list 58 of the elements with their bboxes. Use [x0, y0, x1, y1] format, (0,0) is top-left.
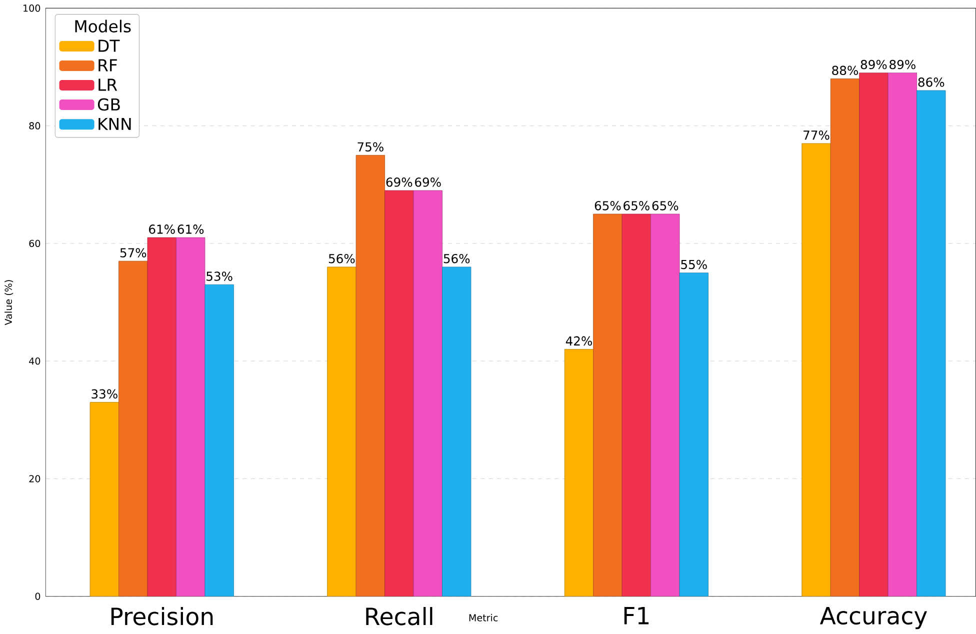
x-tick-label: Accuracy — [820, 607, 927, 630]
data-label: 69% — [386, 178, 412, 187]
bar — [384, 190, 414, 596]
bar — [118, 261, 148, 596]
data-label: 55% — [681, 260, 707, 270]
data-label: 89% — [860, 60, 887, 70]
data-label: 88% — [832, 66, 858, 76]
y-tick-label: 20 — [29, 475, 40, 482]
bar — [622, 214, 651, 596]
x-tick-label: F1 — [624, 607, 649, 624]
bar — [147, 237, 176, 596]
bar — [888, 72, 917, 596]
bar — [327, 266, 356, 596]
y-axis-title: Value (%) — [4, 280, 14, 326]
bar — [650, 214, 680, 596]
y-tick-label: 80 — [29, 122, 40, 130]
bar — [356, 155, 385, 596]
data-label: 56% — [444, 254, 470, 264]
data-label: 65% — [652, 201, 678, 210]
bar — [90, 402, 119, 596]
data-label: 89% — [890, 60, 916, 70]
bar — [802, 143, 831, 596]
bar — [204, 284, 234, 596]
bar — [593, 214, 622, 596]
data-label: 57% — [120, 248, 146, 258]
data-label: 61% — [178, 224, 204, 234]
data-label: 65% — [624, 201, 650, 210]
data-label: 86% — [918, 78, 944, 87]
bar — [916, 90, 946, 596]
data-label: 33% — [92, 389, 118, 399]
x-tick-label: Precision — [111, 607, 213, 626]
legend-title: Models — [75, 20, 131, 33]
legend-label: DT — [98, 40, 120, 52]
x-tick-label: Recall — [366, 607, 432, 626]
data-label: 42% — [566, 336, 592, 346]
legend-label: GB — [98, 98, 120, 111]
data-label: 65% — [594, 201, 621, 210]
legend-label: LR — [98, 78, 118, 91]
bar — [176, 237, 206, 596]
y-tick-label: 0 — [35, 592, 40, 600]
bar — [679, 272, 708, 596]
legend-label: RF — [98, 59, 117, 72]
bar — [830, 78, 860, 596]
y-tick-label: 100 — [24, 4, 40, 12]
data-label: 56% — [328, 254, 355, 264]
bar — [442, 266, 472, 596]
legend-label: KNN — [98, 118, 131, 130]
data-label: 61% — [149, 224, 175, 234]
bar — [859, 72, 888, 596]
y-tick-label: 40 — [29, 358, 40, 365]
data-label: 75% — [358, 142, 384, 152]
bar — [564, 349, 594, 596]
data-label: 53% — [206, 272, 232, 282]
data-label: 77% — [804, 130, 830, 140]
bar — [413, 190, 442, 596]
x-axis-title: Metric — [469, 614, 498, 622]
data-label: 69% — [415, 178, 441, 187]
y-tick-label: 60 — [29, 240, 40, 248]
